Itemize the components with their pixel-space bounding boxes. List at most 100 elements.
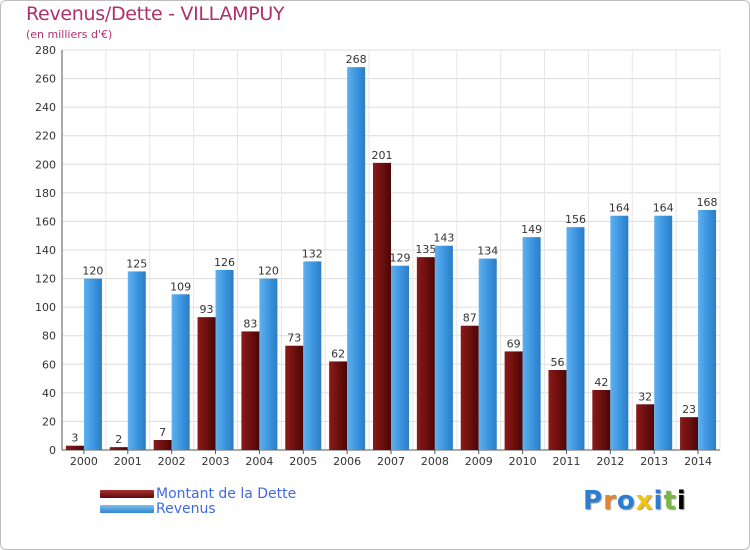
bar-revenue xyxy=(83,278,102,450)
data-label-revenue: 120 xyxy=(258,265,279,278)
data-label-debt: 3 xyxy=(71,432,78,445)
bar-debt xyxy=(197,317,216,450)
chart-subtitle: (en milliers d'€) xyxy=(26,28,113,41)
bar-debt xyxy=(65,445,84,450)
bar-revenue xyxy=(698,210,717,450)
data-label-revenue: 109 xyxy=(170,280,191,293)
x-tick-label: 2009 xyxy=(465,455,493,468)
x-tick-label: 2010 xyxy=(509,455,537,468)
data-label-debt: 83 xyxy=(243,317,257,330)
bar-revenue xyxy=(654,215,673,450)
y-tick-label: 280 xyxy=(35,44,56,57)
data-label-revenue: 143 xyxy=(433,232,454,245)
bar-revenue xyxy=(391,265,409,450)
x-tick-label: 2004 xyxy=(245,455,273,468)
proxiti-logo: Proxiti xyxy=(583,486,687,516)
bar-debt xyxy=(460,325,479,450)
bar-debt xyxy=(373,162,391,450)
data-label-debt: 93 xyxy=(200,303,214,316)
bar-revenue xyxy=(215,270,234,450)
y-tick-label: 140 xyxy=(35,244,56,257)
y-tick-label: 200 xyxy=(35,158,56,171)
data-label-debt: 7 xyxy=(159,426,166,439)
y-tick-label: 220 xyxy=(35,130,56,143)
data-label-debt: 42 xyxy=(594,376,608,389)
bar-debt xyxy=(592,390,611,450)
data-label-debt: 23 xyxy=(682,403,696,416)
bar-revenue xyxy=(259,278,278,450)
y-tick-label: 80 xyxy=(42,330,56,343)
x-tick-label: 2011 xyxy=(552,455,580,468)
data-label-debt: 62 xyxy=(331,347,345,360)
data-label-revenue: 125 xyxy=(126,257,147,270)
chart-title: Revenus/Dette - VILLAMPUY xyxy=(26,3,285,25)
data-label-debt: 2 xyxy=(115,433,122,446)
bar-debt xyxy=(680,417,699,450)
bar-debt xyxy=(548,370,567,450)
data-label-debt: 201 xyxy=(372,149,393,162)
data-label-revenue: 164 xyxy=(609,202,630,215)
y-tick-label: 120 xyxy=(35,273,56,286)
legend-item-debt: Montant de la Dette xyxy=(100,486,296,502)
bar-revenue xyxy=(478,258,497,450)
data-label-revenue: 168 xyxy=(697,196,718,209)
bar-debt xyxy=(285,345,304,450)
x-tick-label: 2008 xyxy=(421,455,449,468)
bar-revenue xyxy=(127,271,146,450)
y-tick-label: 100 xyxy=(35,301,56,314)
y-tick-label: 20 xyxy=(42,415,56,428)
y-tick-label: 0 xyxy=(49,444,56,457)
bar-debt xyxy=(504,351,523,450)
y-tick-label: 260 xyxy=(35,73,56,86)
x-tick-label: 2000 xyxy=(70,455,98,468)
x-tick-label: 2001 xyxy=(114,455,142,468)
y-tick-label: 160 xyxy=(35,215,56,228)
legend-swatch-revenue xyxy=(100,505,154,513)
x-tick-label: 2013 xyxy=(640,455,668,468)
data-label-debt: 87 xyxy=(463,312,477,325)
data-label-revenue: 129 xyxy=(390,252,411,265)
data-label-revenue: 134 xyxy=(477,245,498,258)
bar-debt xyxy=(416,257,435,450)
data-label-revenue: 164 xyxy=(653,202,674,215)
bar-revenue xyxy=(566,227,585,450)
data-label-revenue: 268 xyxy=(346,53,367,66)
bar-revenue xyxy=(522,237,541,450)
x-tick-label: 2006 xyxy=(333,455,361,468)
y-tick-label: 60 xyxy=(42,358,56,371)
data-label-debt: 69 xyxy=(507,337,521,350)
bar-revenue xyxy=(303,261,322,450)
x-tick-label: 2003 xyxy=(202,455,230,468)
y-tick-label: 240 xyxy=(35,101,56,114)
bar-debt xyxy=(636,404,655,450)
data-label-debt: 73 xyxy=(287,332,301,345)
data-label-revenue: 126 xyxy=(214,256,235,269)
data-label-revenue: 156 xyxy=(565,213,586,226)
data-label-revenue: 132 xyxy=(302,247,323,260)
bar-debt xyxy=(329,361,348,450)
data-label-revenue: 120 xyxy=(82,265,103,278)
bar-debt xyxy=(241,331,260,450)
legend-label-debt: Montant de la Dette xyxy=(156,486,297,502)
x-tick-label: 2002 xyxy=(158,455,186,468)
bar-revenue xyxy=(171,294,190,450)
legend-label-revenue: Revenus xyxy=(156,501,216,517)
bar-revenue xyxy=(610,215,629,450)
data-label-debt: 32 xyxy=(638,390,652,403)
data-label-debt: 135 xyxy=(415,243,436,256)
bar-revenue xyxy=(347,67,366,451)
x-tick-label: 2005 xyxy=(289,455,317,468)
x-tick-label: 2007 xyxy=(377,455,405,468)
y-tick-label: 180 xyxy=(35,187,56,200)
legend-swatch-debt xyxy=(100,490,154,498)
bar-debt xyxy=(153,440,172,450)
x-tick-label: 2014 xyxy=(684,455,712,468)
bar-revenue xyxy=(434,245,453,450)
data-label-debt: 56 xyxy=(550,356,564,369)
bar-debt xyxy=(109,447,128,450)
x-tick-label: 2012 xyxy=(596,455,624,468)
legend-item-revenue: Revenus xyxy=(100,501,216,517)
y-tick-label: 40 xyxy=(42,387,56,400)
data-label-revenue: 149 xyxy=(521,223,542,236)
